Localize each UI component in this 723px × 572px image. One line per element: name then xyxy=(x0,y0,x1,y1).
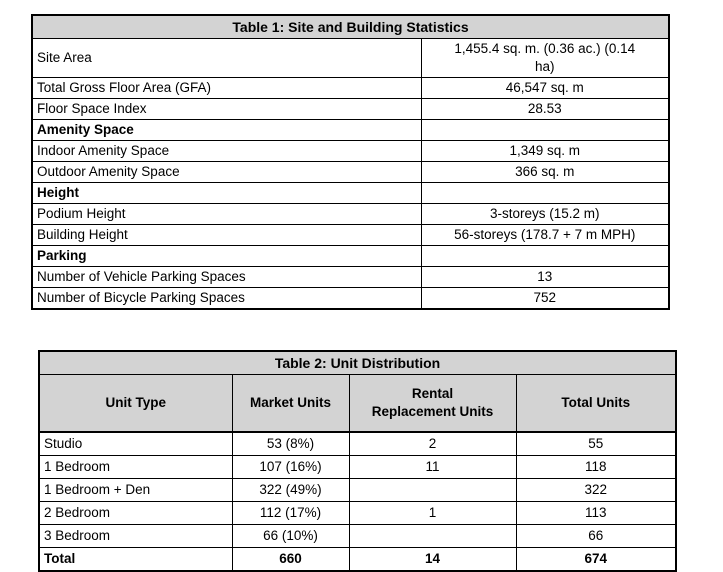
stat-label: Total Gross Floor Area (GFA) xyxy=(31,77,422,99)
rental-units-cell xyxy=(348,478,517,502)
market-units-cell: 53 (8%) xyxy=(231,431,350,456)
table2-title-row: Table 2: Unit Distribution xyxy=(38,350,677,375)
unit-type-cell: 2 Bedroom xyxy=(38,501,233,525)
table-row: Site Area 1,455.4 sq. m. (0.36 ac.) (0.1… xyxy=(31,38,670,78)
total-units-cell: 55 xyxy=(515,431,677,456)
table1-title-row: Table 1: Site and Building Statistics xyxy=(31,14,670,39)
section-row: Parking xyxy=(31,245,670,267)
total-label-cell: Total xyxy=(38,547,233,572)
total-units-cell: 66 xyxy=(515,524,677,548)
stat-label: Floor Space Index xyxy=(31,98,422,120)
market-units-cell: 322 (49%) xyxy=(231,478,350,502)
total-total-units-cell: 674 xyxy=(515,547,677,572)
table2-title: Table 2: Unit Distribution xyxy=(38,350,677,375)
stat-value xyxy=(420,245,670,267)
stat-value: 13 xyxy=(420,266,670,288)
table-row: Building Height 56-storeys (178.7 + 7 m … xyxy=(31,224,670,246)
stat-label: Number of Bicycle Parking Spaces xyxy=(31,287,422,310)
total-market-units-cell: 660 xyxy=(231,547,350,572)
table-row: Podium Height 3-storeys (15.2 m) xyxy=(31,203,670,225)
table-row: Number of Vehicle Parking Spaces 13 xyxy=(31,266,670,288)
table-row: Outdoor Amenity Space 366 sq. m xyxy=(31,161,670,183)
col-header-market-units: Market Units xyxy=(231,374,350,433)
total-units-cell: 113 xyxy=(515,501,677,525)
total-units-cell: 322 xyxy=(515,478,677,502)
market-units-cell: 66 (10%) xyxy=(231,524,350,548)
stat-value: 56-storeys (178.7 + 7 m MPH) xyxy=(420,224,670,246)
table-row: 3 Bedroom 66 (10%) 66 xyxy=(38,524,677,548)
stat-value: 46,547 sq. m xyxy=(420,77,670,99)
stat-value: 1,349 sq. m xyxy=(420,140,670,162)
section-header: Amenity Space xyxy=(31,119,422,141)
table-row: Number of Bicycle Parking Spaces 752 xyxy=(31,287,670,310)
unit-distribution-table: Table 2: Unit Distribution Unit Type Mar… xyxy=(38,350,678,572)
total-row: Total 660 14 674 xyxy=(38,547,677,572)
stat-value: 752 xyxy=(420,287,670,310)
total-rental-units-cell: 14 xyxy=(348,547,517,572)
rental-units-cell: 1 xyxy=(348,501,517,525)
table-row: 2 Bedroom 112 (17%) 1 113 xyxy=(38,501,677,525)
unit-type-cell: 1 Bedroom xyxy=(38,455,233,479)
table-row: Studio 53 (8%) 2 55 xyxy=(38,431,677,456)
rental-units-cell xyxy=(348,524,517,548)
stat-value xyxy=(420,182,670,204)
stat-value: 366 sq. m xyxy=(420,161,670,183)
table2-header-row: Unit Type Market Units Rental Replacemen… xyxy=(38,374,677,433)
section-header: Height xyxy=(31,182,422,204)
table1-title: Table 1: Site and Building Statistics xyxy=(31,14,670,39)
col-header-unit-type: Unit Type xyxy=(38,374,233,433)
market-units-cell: 107 (16%) xyxy=(231,455,350,479)
section-row: Amenity Space xyxy=(31,119,670,141)
rental-units-cell: 2 xyxy=(348,431,517,456)
unit-type-cell: 3 Bedroom xyxy=(38,524,233,548)
section-header: Parking xyxy=(31,245,422,267)
stat-label: Site Area xyxy=(31,38,422,78)
stat-label: Indoor Amenity Space xyxy=(31,140,422,162)
site-building-statistics-table: Table 1: Site and Building Statistics Si… xyxy=(31,14,671,310)
total-units-cell: 118 xyxy=(515,455,677,479)
table-row: 1 Bedroom + Den 322 (49%) 322 xyxy=(38,478,677,502)
section-row: Height xyxy=(31,182,670,204)
stat-value: 1,455.4 sq. m. (0.36 ac.) (0.14 ha) xyxy=(420,38,670,78)
stat-value: 28.53 xyxy=(420,98,670,120)
col-header-rental-replacement-units: Rental Replacement Units xyxy=(348,374,517,433)
unit-type-cell: Studio xyxy=(38,431,233,456)
table-row: Floor Space Index 28.53 xyxy=(31,98,670,120)
table-row: Indoor Amenity Space 1,349 sq. m xyxy=(31,140,670,162)
stat-label: Outdoor Amenity Space xyxy=(31,161,422,183)
col-header-total-units: Total Units xyxy=(515,374,677,433)
table-row: Total Gross Floor Area (GFA) 46,547 sq. … xyxy=(31,77,670,99)
market-units-cell: 112 (17%) xyxy=(231,501,350,525)
stat-label: Building Height xyxy=(31,224,422,246)
stat-value xyxy=(420,119,670,141)
stat-label: Number of Vehicle Parking Spaces xyxy=(31,266,422,288)
rental-units-cell: 11 xyxy=(348,455,517,479)
stat-label: Podium Height xyxy=(31,203,422,225)
unit-type-cell: 1 Bedroom + Den xyxy=(38,478,233,502)
stat-value: 3-storeys (15.2 m) xyxy=(420,203,670,225)
table-row: 1 Bedroom 107 (16%) 11 118 xyxy=(38,455,677,479)
